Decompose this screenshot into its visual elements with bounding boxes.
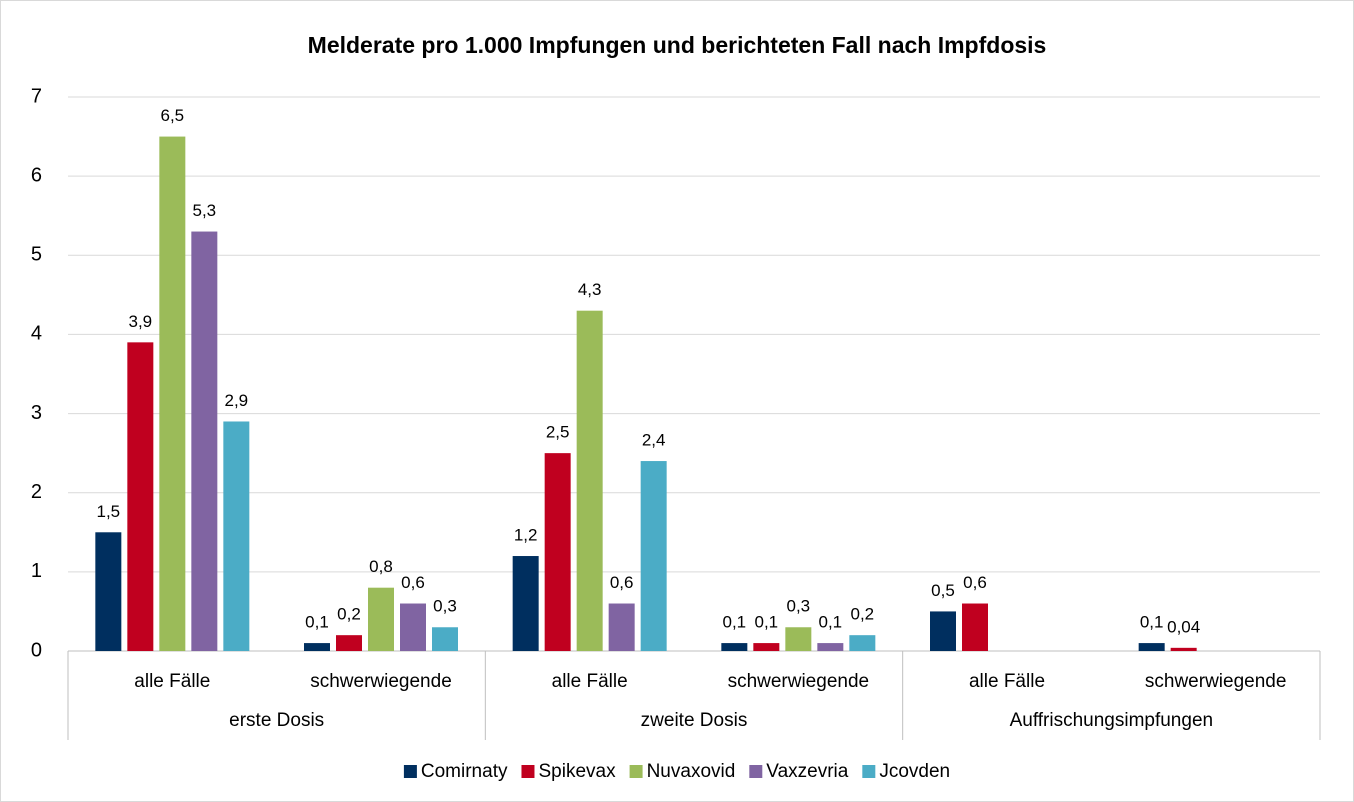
legend-swatch [403,765,417,778]
bar [608,603,635,651]
bar [400,603,426,651]
data-label: 2,5 [546,423,570,442]
data-label: 1,2 [514,526,538,545]
data-label: 0,6 [401,573,425,592]
bar [512,556,539,651]
bar [962,603,988,651]
y-tick-label: 3 [31,402,42,424]
data-label: 0,1 [305,613,329,632]
group-label: erste Dosis [229,710,324,731]
bar [785,627,812,651]
data-label: 0,8 [369,557,393,576]
data-label: 4,3 [578,280,602,299]
bar [336,635,362,651]
data-label: 0,04 [1167,617,1200,636]
data-label: 0,1 [723,613,747,632]
data-label: 0,3 [433,597,457,616]
bar [368,587,394,651]
legend-label: Jcovden [879,761,950,782]
bar [191,231,218,652]
x-tick-label: schwerwiegende [728,671,870,692]
data-label: 0,1 [755,613,779,632]
legend-label: Comirnaty [421,761,508,782]
legend-swatch [521,765,535,778]
x-tick-label: schwerwiegende [310,671,452,692]
bar [576,310,603,651]
data-label: 2,4 [642,431,666,450]
group-label: zweite Dosis [641,710,748,731]
data-label: 5,3 [193,201,217,220]
data-label: 3,9 [129,312,153,331]
y-tick-label: 1 [31,560,42,582]
bar [753,643,780,651]
x-tick-label: schwerwiegende [1145,671,1287,692]
x-tick-label: alle Fälle [969,671,1045,692]
bar [159,136,186,652]
bar [849,635,876,651]
bar [721,643,748,651]
y-tick-label: 6 [31,164,42,186]
x-tick-label: alle Fälle [552,671,628,692]
data-label: 6,5 [161,106,185,125]
data-label: 0,5 [931,581,955,600]
legend-label: Spikevax [538,761,616,782]
bar [432,627,458,651]
legend: Comirnaty Spikevax Nuvaxovid Vaxzevria Jcovd… [403,761,950,782]
bar [304,643,330,651]
bar [640,461,667,651]
legend-swatch [862,765,876,778]
legend-swatch [749,765,763,778]
bar [930,611,956,651]
y-tick-label: 5 [31,244,42,266]
bar [223,421,250,651]
bar [544,453,571,651]
data-label: 0,1 [819,613,843,632]
legend-label: Vaxzevria [766,761,848,782]
data-label: 0,1 [1140,613,1164,632]
y-tick-label: 0 [31,639,42,661]
y-tick-label: 4 [31,323,42,345]
data-label: 0,6 [610,573,634,592]
y-tick-label: 7 [31,85,42,107]
data-label: 0,3 [787,597,811,616]
bar [1138,643,1165,651]
group-label: Auffrischungsimpfungen [1010,710,1214,731]
data-label: 0,6 [963,573,987,592]
bar [95,532,122,651]
data-label: 0,2 [851,605,875,624]
legend-label: Nuvaxovid [647,761,736,782]
legend-swatch [629,765,643,778]
data-label: 1,5 [97,502,121,521]
y-tick-label: 2 [31,481,42,503]
x-tick-label: alle Fälle [134,671,210,692]
chart-title: Melderate pro 1.000 Impfungen und berich… [308,32,1047,58]
data-label: 2,9 [225,391,249,410]
data-label: 0,2 [337,605,361,624]
bar [127,342,154,651]
bar [1170,647,1197,651]
bar [817,643,844,651]
